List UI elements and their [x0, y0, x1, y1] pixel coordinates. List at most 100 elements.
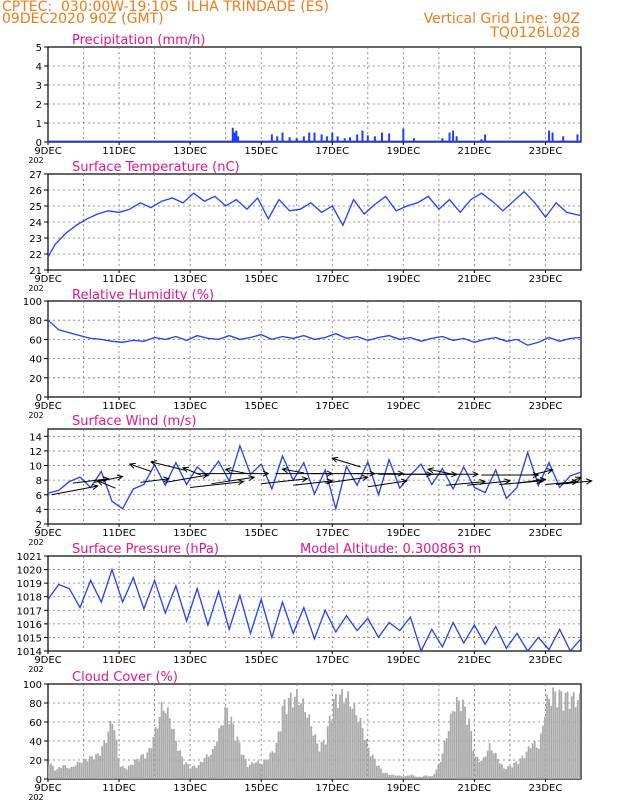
cloud-bar [294, 696, 296, 779]
cloud-bar [152, 736, 155, 779]
cloud-bar [441, 753, 444, 779]
precip-bar [325, 136, 328, 142]
y-tick-label: 21 [29, 266, 42, 277]
precip-bar [313, 132, 316, 142]
x-tick-label: 15DEC [244, 783, 278, 794]
plot-frame [47, 300, 582, 398]
cloud-bar [552, 687, 555, 779]
cloud-bar [304, 712, 306, 779]
y-tick-label: 25 [29, 202, 42, 213]
precip-bar [412, 138, 415, 142]
cloud-bar [435, 769, 438, 779]
precip-bar [233, 132, 236, 142]
cloud-bar [156, 728, 159, 779]
cloud-bar [509, 765, 511, 779]
cloud-bar [542, 725, 544, 779]
y-tick-label: 80 [29, 316, 42, 327]
precip-bar [276, 136, 279, 142]
precip-bar [356, 134, 359, 142]
cloud-bar [142, 754, 145, 779]
cloud-bar [175, 740, 177, 779]
cloud-bar [171, 729, 173, 779]
panel-pres: 1014 1015 1016 1017 1018 1019 1020 1021 9DEC 11DE… [17, 542, 582, 674]
wind-arrow-head [331, 456, 339, 463]
wind-arrow-shaft [129, 463, 152, 472]
cloud-bar [562, 710, 565, 779]
x-year-label: 202 [28, 538, 43, 547]
cloud-bar [396, 775, 399, 779]
cloud-bar [550, 705, 552, 779]
wind-arrow-shaft [261, 478, 308, 485]
precip-bar [548, 130, 551, 142]
cloud-bar [535, 747, 538, 779]
x-tick-label: 15DEC [244, 401, 278, 412]
cloud-bar [548, 698, 550, 779]
cloud-bar [99, 755, 101, 779]
x-tick-label: 19DEC [386, 146, 420, 157]
precip-bar [343, 138, 346, 142]
cloud-bar [296, 689, 298, 779]
cloud-bar [312, 735, 315, 779]
y-tick-label: 4 [36, 62, 42, 73]
y-tick-label: 1018 [17, 593, 42, 604]
precip-bar [231, 127, 234, 142]
cloud-bar [527, 745, 530, 779]
cloud-bar [121, 765, 124, 779]
wind-arrow-head [427, 467, 435, 474]
cloud-bar [482, 757, 485, 779]
cloud-bar [189, 768, 192, 779]
y-tick-label: 10 [29, 462, 42, 473]
x-tick-label: 17DEC [315, 655, 349, 666]
x-year-label: 202 [28, 411, 43, 420]
cloud-bar [576, 700, 579, 779]
cloud-bar [310, 726, 313, 779]
y-tick-label: 22 [29, 250, 42, 261]
cloud-bar [490, 750, 493, 779]
cloud-bar [414, 776, 417, 779]
cloud-bar [240, 754, 243, 779]
x-tick-label: 11DEC [102, 401, 136, 412]
precip-bar [562, 136, 565, 142]
cloud-bar [419, 776, 421, 779]
cloud-bar [499, 763, 501, 779]
cloud-bar [84, 758, 87, 779]
wind-arrow-shaft [190, 481, 244, 488]
cloud-bar [148, 747, 151, 779]
y-tick-label: 100 [23, 297, 42, 308]
precip-bar [270, 134, 273, 142]
cloud-bar [185, 762, 188, 779]
cloud-bar [384, 772, 386, 779]
cloud-bar [218, 728, 220, 779]
cloud-bar [337, 708, 339, 779]
cloud-bar [398, 775, 401, 779]
x-tick-label: 17DEC [315, 528, 349, 539]
cloud-bar [373, 758, 376, 779]
y-tick-label: 0 [36, 138, 42, 149]
plot-frame [47, 428, 582, 525]
cloud-bar [255, 762, 257, 779]
cloud-bar [54, 770, 56, 779]
cloud-bar [306, 717, 309, 779]
wind-arrow-head [532, 471, 540, 479]
cloud-bar [544, 716, 546, 779]
cloud-bar [427, 776, 429, 779]
header-location: CPTEC: 030:00W-19:10S ILHA TRINDADE (ES) [2, 0, 329, 15]
cloud-bar [107, 731, 110, 779]
cloud-bar [341, 688, 343, 779]
cloud-bar [320, 741, 323, 779]
y-tick-label: 1017 [17, 606, 42, 617]
cloud-bar [226, 707, 229, 779]
cloud-bar [564, 692, 567, 779]
wind-arrow-shaft [367, 480, 407, 488]
y-tick-label: 1015 [17, 633, 42, 644]
cloud-bar [460, 711, 462, 779]
cloud-bar [76, 761, 79, 779]
cloud-bar [89, 756, 91, 779]
wind-arrow-head [91, 483, 99, 490]
y-tick-label: 60 [29, 718, 42, 729]
panel-title: Surface Temperature (nC) [72, 160, 240, 175]
cloud-bar [322, 739, 325, 779]
y-tick-label: 1016 [17, 620, 42, 631]
wind-arrow-head [397, 470, 405, 477]
